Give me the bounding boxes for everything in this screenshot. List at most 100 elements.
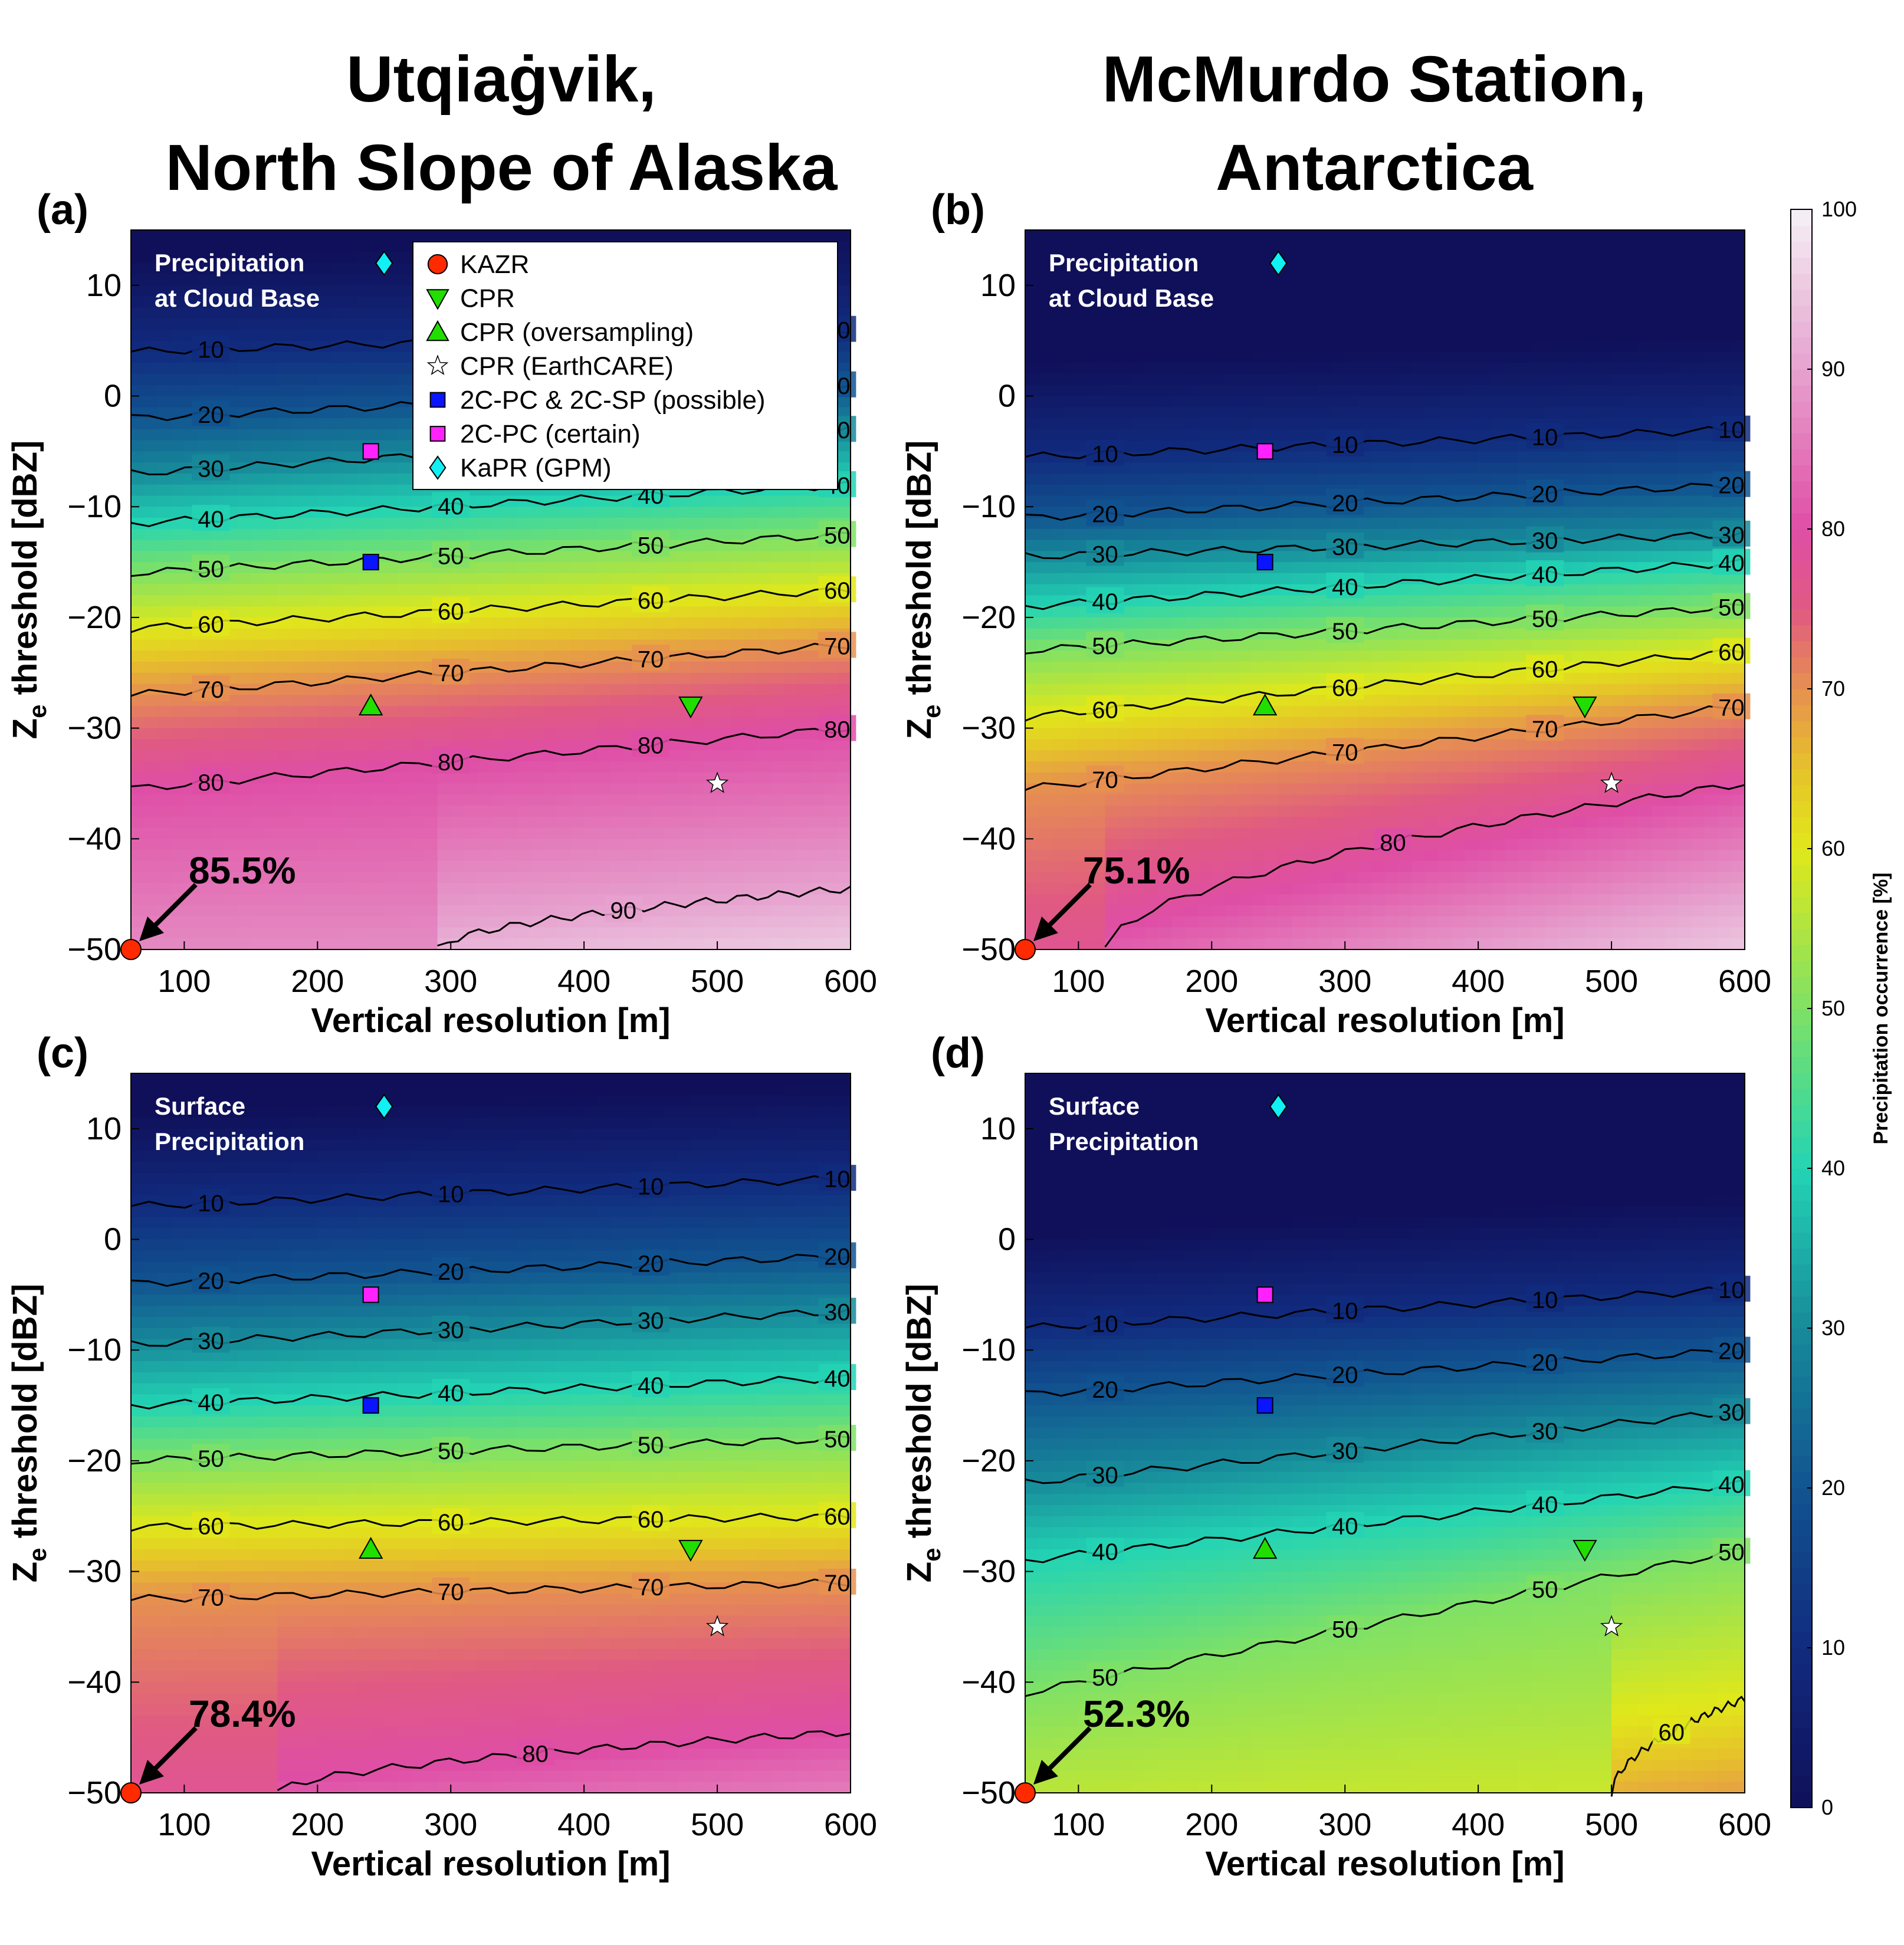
heatmap-cell bbox=[504, 772, 518, 784]
heatmap-cell bbox=[570, 728, 585, 740]
heatmap-cell bbox=[597, 706, 612, 718]
heatmap-cell bbox=[330, 329, 345, 341]
heatmap-cell bbox=[1265, 827, 1279, 840]
heatmap-cell bbox=[651, 772, 665, 784]
heatmap-cell bbox=[517, 706, 531, 718]
heatmap-cell bbox=[1118, 340, 1132, 353]
heatmap-cell bbox=[184, 595, 198, 607]
heatmap-cell bbox=[1212, 717, 1226, 729]
heatmap-cell bbox=[384, 429, 398, 441]
heatmap-cell bbox=[1105, 396, 1119, 408]
heatmap-cell bbox=[317, 639, 331, 652]
heatmap-cell bbox=[517, 595, 531, 607]
heatmap-cell bbox=[1145, 761, 1159, 773]
heatmap-cell bbox=[1212, 606, 1226, 618]
heatmap-cell bbox=[304, 451, 319, 463]
heatmap-cell bbox=[251, 883, 265, 895]
heatmap-cell bbox=[651, 617, 665, 629]
heatmap-cell bbox=[690, 927, 705, 939]
heatmap-cell bbox=[637, 562, 651, 574]
heatmap-cell bbox=[1291, 672, 1306, 685]
heatmap-cell bbox=[157, 650, 172, 662]
heatmap-cell bbox=[597, 628, 612, 640]
heatmap-cell bbox=[1238, 905, 1252, 917]
heatmap-cell bbox=[1025, 363, 1039, 374]
heatmap-cell bbox=[464, 230, 478, 242]
heatmap-cell bbox=[251, 839, 265, 850]
heatmap-cell bbox=[690, 518, 705, 530]
heatmap-cell bbox=[770, 684, 784, 696]
heatmap-cell bbox=[1078, 672, 1092, 685]
heatmap-cell bbox=[504, 562, 518, 574]
heatmap-cell bbox=[198, 440, 212, 452]
heatmap-cell bbox=[451, 850, 465, 862]
heatmap-cell bbox=[651, 761, 665, 773]
heatmap-cell bbox=[370, 473, 385, 485]
heatmap-cell bbox=[1225, 905, 1239, 917]
heatmap-cell bbox=[330, 684, 345, 696]
heatmap-cell bbox=[784, 684, 798, 696]
heatmap-cell bbox=[1265, 429, 1279, 441]
heatmap-cell bbox=[317, 440, 331, 452]
heatmap-cell bbox=[597, 617, 612, 629]
heatmap-cell bbox=[770, 860, 784, 873]
heatmap-cell bbox=[1025, 750, 1039, 762]
heatmap-cell bbox=[1212, 595, 1226, 607]
heatmap-cell bbox=[237, 639, 252, 652]
heatmap-cell bbox=[1212, 839, 1226, 850]
heatmap-cell bbox=[517, 606, 531, 618]
heatmap-cell bbox=[530, 528, 545, 541]
heatmap-cell bbox=[251, 573, 265, 585]
heatmap-cell bbox=[770, 850, 784, 862]
heatmap-cell bbox=[1118, 429, 1132, 441]
contour-label-90: 90 bbox=[610, 898, 637, 924]
heatmap-cell bbox=[797, 684, 811, 696]
heatmap-cell bbox=[1291, 385, 1306, 397]
heatmap-cell bbox=[1025, 462, 1039, 474]
heatmap-cell bbox=[784, 672, 798, 685]
heatmap-cell bbox=[317, 473, 331, 485]
heatmap-cell bbox=[330, 230, 345, 242]
heatmap-cell bbox=[330, 728, 345, 740]
heatmap-cell bbox=[1291, 562, 1306, 574]
heatmap-cell bbox=[1238, 263, 1252, 275]
heatmap-cell bbox=[610, 617, 625, 629]
heatmap-cell bbox=[237, 662, 252, 673]
heatmap-cell bbox=[610, 662, 625, 673]
heatmap-cell bbox=[717, 717, 731, 729]
heatmap-cell bbox=[730, 816, 745, 829]
heatmap-cell bbox=[397, 772, 412, 784]
heatmap-cell bbox=[664, 684, 678, 696]
heatmap-cell bbox=[717, 883, 731, 895]
heatmap-cell bbox=[184, 938, 198, 950]
heatmap-cell bbox=[131, 418, 145, 430]
heatmap-cell bbox=[370, 850, 385, 862]
heatmap-cell bbox=[357, 739, 372, 751]
heatmap-cell bbox=[610, 783, 625, 796]
heatmap-cell bbox=[317, 363, 331, 374]
heatmap-cell bbox=[317, 584, 331, 596]
heatmap-cell bbox=[131, 528, 145, 541]
heatmap-cell bbox=[557, 230, 572, 242]
heatmap-cell bbox=[424, 927, 438, 939]
heatmap-cell bbox=[570, 639, 585, 652]
heatmap-cell bbox=[464, 706, 478, 718]
heatmap-cell bbox=[823, 761, 838, 773]
heatmap-cell bbox=[131, 894, 145, 906]
heatmap-cell bbox=[1212, 374, 1226, 386]
heatmap-cell bbox=[477, 528, 491, 541]
heatmap-cell bbox=[170, 573, 185, 585]
heatmap-cell bbox=[251, 241, 265, 253]
heatmap-cell bbox=[677, 617, 691, 629]
heatmap-cell bbox=[1065, 562, 1079, 574]
heatmap-cell bbox=[1052, 473, 1066, 485]
heatmap-cell bbox=[344, 540, 358, 552]
heatmap-cell bbox=[464, 518, 478, 530]
heatmap-cell bbox=[1105, 363, 1119, 374]
heatmap-cell bbox=[1185, 662, 1199, 673]
heatmap-cell bbox=[491, 617, 505, 629]
heatmap-cell bbox=[1078, 739, 1092, 751]
x-tick-label: 100 bbox=[157, 964, 211, 999]
heatmap-cell bbox=[597, 739, 612, 751]
heatmap-cell bbox=[170, 728, 185, 740]
